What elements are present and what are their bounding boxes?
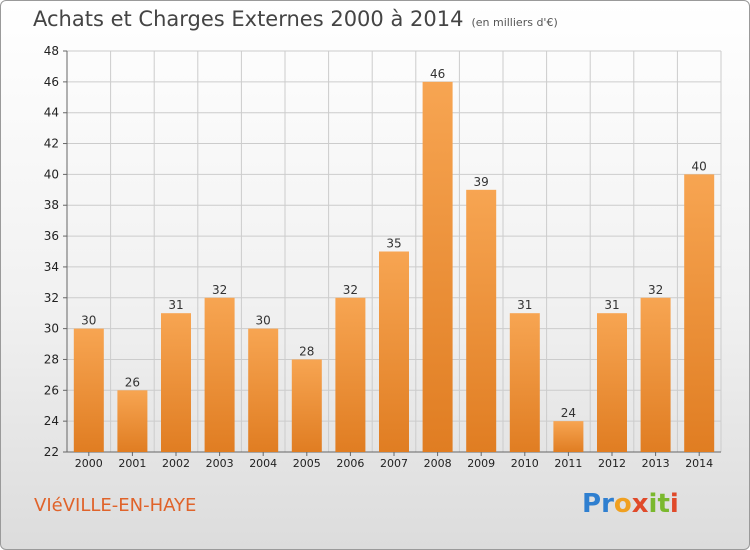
data-label: 46 bbox=[430, 67, 445, 81]
y-tick-label: 32 bbox=[44, 291, 59, 305]
x-tick-label: 2004 bbox=[249, 457, 277, 470]
labels: 30 2000 26 2001 31 2002 32 2003 30 2004 28 2005 32 20… bbox=[75, 67, 713, 470]
x-tick-label: 2006 bbox=[336, 457, 364, 470]
logo-letter: o bbox=[613, 489, 632, 519]
bar bbox=[73, 328, 104, 452]
bar bbox=[422, 81, 453, 452]
proxiti-logo: Proxiti bbox=[582, 489, 679, 519]
bar bbox=[640, 297, 671, 452]
bar bbox=[291, 359, 322, 452]
chart-title-text: Achats et Charges Externes 2000 à 2014 bbox=[33, 7, 464, 31]
x-tick-label: 2012 bbox=[598, 457, 626, 470]
bar bbox=[335, 297, 366, 452]
x-tick-label: 2001 bbox=[118, 457, 146, 470]
y-tick-label: 44 bbox=[44, 106, 59, 120]
bar bbox=[379, 251, 409, 452]
bar bbox=[553, 421, 584, 452]
data-label: 24 bbox=[561, 406, 576, 420]
y-tick-label: 46 bbox=[44, 75, 59, 89]
x-tick-label: 2011 bbox=[554, 457, 582, 470]
x-tick-label: 2009 bbox=[467, 457, 495, 470]
data-label: 32 bbox=[648, 283, 663, 297]
data-label: 31 bbox=[517, 298, 532, 312]
y-tick-label: 34 bbox=[44, 260, 59, 274]
data-label: 39 bbox=[474, 175, 489, 189]
chart-title: Achats et Charges Externes 2000 à 2014 (e… bbox=[33, 7, 558, 31]
logo-letter: r bbox=[601, 489, 614, 519]
bars bbox=[73, 81, 715, 453]
x-tick-label: 2000 bbox=[75, 457, 103, 470]
y-tick-label: 26 bbox=[44, 383, 59, 397]
logo-letter: P bbox=[582, 489, 602, 519]
bar bbox=[509, 313, 540, 452]
data-label: 30 bbox=[256, 314, 271, 328]
chart-unit: (en milliers d'€) bbox=[471, 16, 558, 29]
commune-name: VIéVILLE-EN-HAYE bbox=[34, 495, 197, 516]
x-tick-label: 2005 bbox=[293, 457, 321, 470]
bar bbox=[161, 313, 191, 452]
y-tick-label: 30 bbox=[44, 322, 59, 336]
data-label: 28 bbox=[299, 344, 314, 358]
y-tick-label: 36 bbox=[44, 229, 59, 243]
x-tick-label: 2010 bbox=[511, 457, 539, 470]
y-tick-label: 42 bbox=[44, 137, 59, 151]
y-tick-label: 28 bbox=[44, 352, 59, 366]
y-tick-label: 24 bbox=[44, 414, 59, 428]
x-tick-label: 2013 bbox=[642, 457, 670, 470]
data-label: 31 bbox=[168, 298, 183, 312]
y-tick-label: 22 bbox=[44, 445, 59, 459]
bar bbox=[248, 328, 279, 452]
bar bbox=[117, 390, 148, 452]
data-label: 30 bbox=[81, 314, 96, 328]
logo-letter: i bbox=[669, 489, 679, 519]
logo-letter: i bbox=[648, 489, 658, 519]
data-label: 35 bbox=[386, 237, 401, 251]
x-tick-label: 2014 bbox=[685, 457, 713, 470]
data-label: 26 bbox=[125, 375, 140, 389]
x-tick-label: 2002 bbox=[162, 457, 190, 470]
y-tick-label: 48 bbox=[44, 44, 59, 58]
data-label: 40 bbox=[692, 159, 707, 173]
x-tick-label: 2008 bbox=[424, 457, 452, 470]
bar bbox=[466, 189, 497, 453]
data-label: 31 bbox=[604, 298, 619, 312]
bar bbox=[204, 297, 235, 452]
x-tick-label: 2007 bbox=[380, 457, 408, 470]
y-tick-label: 40 bbox=[44, 167, 59, 181]
logo-letter: x bbox=[631, 489, 649, 519]
logo-letter: t bbox=[657, 489, 670, 519]
data-label: 32 bbox=[212, 283, 227, 297]
y-tick-label: 38 bbox=[44, 198, 59, 212]
bar bbox=[684, 174, 715, 452]
bar bbox=[597, 313, 627, 452]
data-label: 32 bbox=[343, 283, 358, 297]
x-tick-label: 2003 bbox=[206, 457, 234, 470]
